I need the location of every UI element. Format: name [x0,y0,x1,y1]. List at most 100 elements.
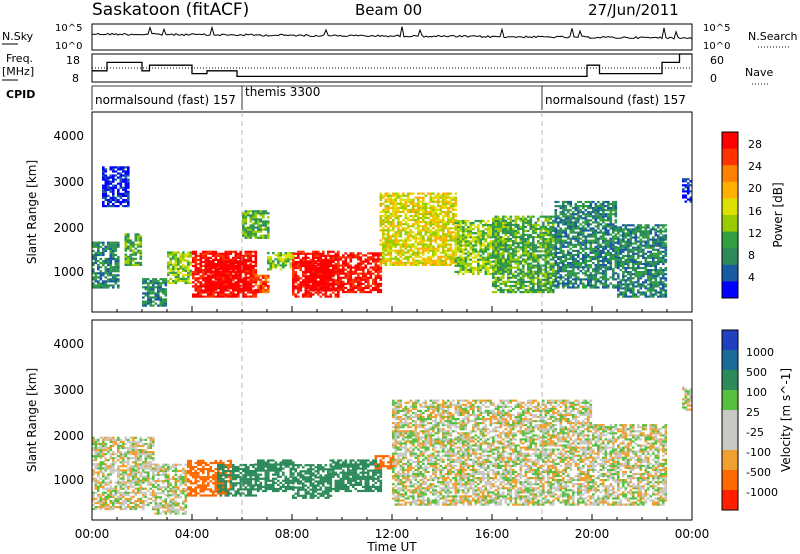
power-cell [419,206,423,209]
power-cell [219,282,223,285]
power-cell [369,274,373,277]
power-cell [532,225,535,228]
power-cell [142,304,145,307]
power-cell [224,283,228,286]
power-cell [379,194,383,197]
power-cell [469,226,473,229]
power-cell [149,300,153,303]
power-cell [224,293,228,296]
power-cell [229,278,233,281]
power-cell [509,288,513,292]
power-cell [102,194,105,197]
power-cell [347,272,350,275]
power-cell [182,269,185,272]
power-cell [389,263,393,266]
power-cell [107,178,110,181]
power-cell [467,268,470,271]
power-cell [514,219,518,222]
power-cell [262,236,265,239]
power-cell [449,253,453,256]
power-cell [479,236,483,239]
power-cell [127,192,130,195]
power-cell [384,261,388,264]
power-cell [329,295,333,298]
power-cell [277,260,280,263]
power-cell [379,229,383,232]
power-cell [572,264,575,267]
power-cell [267,216,270,219]
power-cell [304,252,308,255]
power-cell [209,289,213,292]
power-cell [524,225,528,228]
power-cell [522,258,525,261]
power-cell [232,284,235,287]
power-cell [327,250,330,253]
power-cell [324,295,328,298]
power-cell [589,233,593,236]
power-cell [494,256,498,259]
power-cell [437,208,440,211]
power-cell [402,229,405,232]
power-cell [462,240,465,243]
power-cell [574,280,578,283]
power-cell [339,280,343,283]
power-cell [244,222,248,225]
power-cell [592,217,595,220]
power-cell [382,227,385,230]
power-cell [102,282,105,285]
power-cell [557,235,560,238]
power-cell [394,245,398,248]
power-cell [349,288,353,292]
power-cell [329,274,333,277]
power-cell [104,266,108,269]
power-cell [577,225,580,228]
power-cell [129,241,133,244]
power-cell [477,268,480,271]
power-cell [469,264,473,267]
power-cell [174,281,178,285]
power-cell [354,291,358,294]
power-cell [552,252,555,255]
power-cell [294,281,298,284]
power-cell [547,248,550,251]
power-cell [529,252,533,255]
power-cell [414,259,418,262]
power-cell [577,200,580,204]
power-cell [414,212,418,216]
power-cell [452,237,455,240]
power-cell [559,270,563,273]
power-cell [407,210,410,214]
power-cell [469,266,473,269]
power-cell [127,203,130,206]
power-cell [442,243,445,246]
power-cell [257,230,260,233]
power-cell [192,281,195,284]
power-cell [412,200,415,203]
power-cell [442,223,445,226]
power-cell [254,214,258,217]
power-cell [317,270,320,273]
power-cell [379,223,383,226]
power-cell [419,208,423,211]
power-cell [439,261,443,264]
power-cell [107,198,110,202]
power-cell [244,236,248,239]
power-cell [302,281,305,284]
power-cell [114,264,118,267]
power-cell [554,233,558,236]
power-cell [532,282,535,285]
power-cell [169,269,173,272]
power-cell [249,210,253,213]
power-cell [112,205,115,208]
power-cell [227,295,230,298]
power-cell [514,280,518,283]
power-cell [394,249,398,252]
power-cell [492,274,495,277]
power-cell [214,288,218,291]
power-cell [207,278,210,281]
power-cell [419,192,423,195]
power-cell [559,213,563,216]
power-cell [197,273,200,276]
power-cell [602,231,605,234]
power-cell [404,237,408,240]
